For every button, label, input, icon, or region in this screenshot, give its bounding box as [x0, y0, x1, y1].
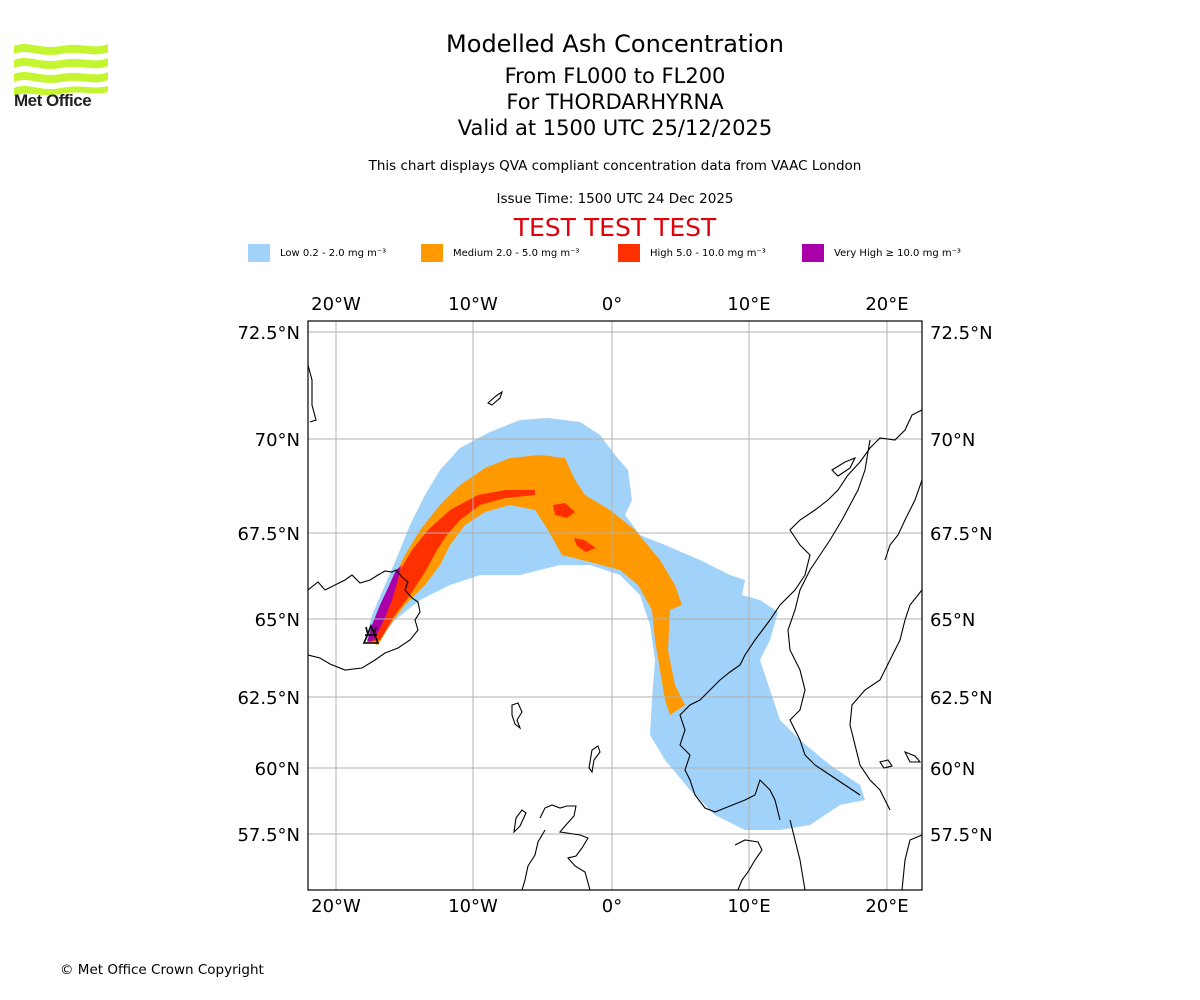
lon-tick-label: 0°: [602, 896, 622, 917]
lat-tick-label: 72.5°N: [237, 323, 300, 344]
coast-scotland: [521, 804, 591, 890]
lon-tick-label: 20°E: [865, 896, 908, 917]
legend-item-high: High 5.0 - 10.0 mg m⁻³: [618, 244, 766, 262]
lat-labels-left: 72.5°N 70°N 67.5°N 65°N 62.5°N 60°N 57.5…: [237, 323, 300, 846]
lon-tick-label: 10°W: [448, 896, 498, 917]
lat-tick-label: 65°N: [930, 610, 975, 631]
lat-tick-label: 70°N: [255, 430, 300, 451]
lon-tick-label: 20°W: [311, 294, 361, 315]
coast-lofoten: [831, 456, 857, 477]
plume-very-high: [367, 566, 401, 642]
lat-tick-label: 60°N: [255, 759, 300, 780]
plume-high: [369, 490, 535, 642]
volcano-name: For THORDARHYRNA: [506, 90, 724, 114]
lat-tick-label: 62.5°N: [237, 688, 300, 709]
lon-tick-label: 10°W: [448, 294, 498, 315]
chart-description: This chart displays QVA compliant concen…: [368, 158, 862, 174]
coast-jan-mayen: [487, 390, 504, 406]
valid-time: Valid at 1500 UTC 25/12/2025: [457, 116, 773, 140]
lat-tick-label: 62.5°N: [930, 688, 993, 709]
legend-swatch-low: [248, 244, 270, 262]
legend-label-high: High 5.0 - 10.0 mg m⁻³: [650, 247, 766, 259]
lon-tick-label: 10°E: [727, 294, 770, 315]
coast-outer-hebrides: [513, 809, 527, 834]
lon-labels-bottom: 20°W 10°W 0° 10°E 20°E: [311, 896, 908, 917]
lat-tick-label: 67.5°N: [930, 524, 993, 545]
plume-high-patch-1: [553, 503, 575, 518]
lon-tick-label: 20°E: [865, 294, 908, 315]
legend-item-very-high: Very High ≥ 10.0 mg m⁻³: [802, 244, 961, 262]
copyright-notice: © Met Office Crown Copyright: [60, 962, 264, 978]
issue-time: Issue Time: 1500 UTC 24 Dec 2025: [496, 191, 734, 207]
legend-swatch-high: [618, 244, 640, 262]
lat-tick-label: 57.5°N: [237, 825, 300, 846]
lat-tick-label: 65°N: [255, 610, 300, 631]
coast-faroe: [511, 702, 523, 730]
chart-title: Modelled Ash Concentration: [446, 30, 784, 58]
legend-label-very-high: Very High ≥ 10.0 mg m⁻³: [834, 247, 961, 259]
volcano-icon: [362, 623, 380, 644]
legend-item-medium: Medium 2.0 - 5.0 mg m⁻³: [421, 244, 579, 262]
lon-tick-label: 10°E: [727, 896, 770, 917]
met-office-logo-text: Met Office: [14, 91, 92, 110]
lat-tick-label: 72.5°N: [930, 323, 993, 344]
legend-swatch-very-high: [802, 244, 824, 262]
legend: Low 0.2 - 2.0 mg m⁻³ Medium 2.0 - 5.0 mg…: [0, 244, 1200, 264]
flight-level-range: From FL000 to FL200: [504, 64, 726, 88]
coast-finland-north: [884, 479, 922, 561]
coast-baltic-east: [849, 589, 922, 890]
plume-high-patch-2: [574, 538, 596, 552]
plume-low: [366, 418, 865, 830]
lon-tick-label: 0°: [602, 294, 622, 315]
coast-greenland: [308, 364, 317, 423]
legend-label-medium: Medium 2.0 - 5.0 mg m⁻³: [453, 247, 580, 259]
coast-norway: [679, 409, 922, 821]
lat-labels-right: 72.5°N 70°N 67.5°N 65°N 62.5°N 60°N 57.5…: [930, 323, 993, 846]
lat-tick-label: 57.5°N: [930, 825, 993, 846]
map-frame: [307, 320, 923, 891]
coast-denmark: [734, 839, 763, 890]
lat-tick-label: 60°N: [930, 759, 975, 780]
lat-tick-label: 67.5°N: [237, 524, 300, 545]
coast-iceland: [308, 569, 421, 671]
coast-shetland: [588, 745, 601, 774]
legend-swatch-medium: [421, 244, 443, 262]
legend-item-low: Low 0.2 - 2.0 mg m⁻³: [248, 244, 386, 262]
lon-labels-top: 20°W 10°W 0° 10°E 20°E: [311, 294, 908, 315]
test-banner: TEST TEST TEST: [513, 213, 717, 242]
coastlines: [308, 364, 922, 890]
lon-tick-label: 20°W: [311, 896, 361, 917]
legend-label-low: Low 0.2 - 2.0 mg m⁻³: [280, 247, 387, 259]
coast-baltic-islands: [879, 750, 922, 769]
coast-sweden: [787, 439, 871, 890]
met-office-logo-icon: [14, 44, 108, 96]
lat-tick-label: 70°N: [930, 430, 975, 451]
